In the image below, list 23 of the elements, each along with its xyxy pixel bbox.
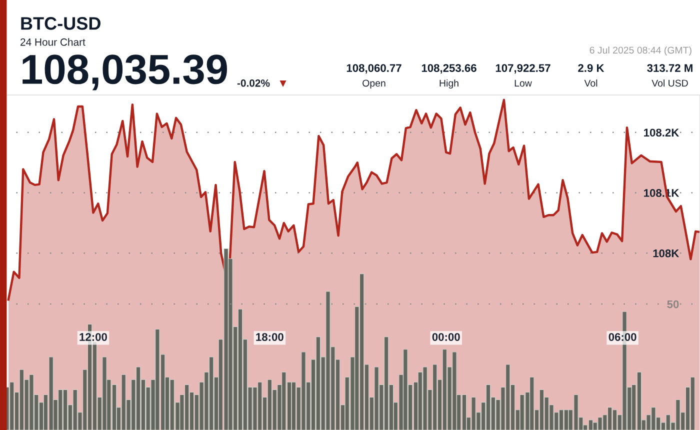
text: Vol USD xyxy=(652,79,688,87)
chart-title: BTC-USD xyxy=(21,17,100,30)
x-tick-label: 18:00 xyxy=(256,333,284,341)
text: 2.9 K xyxy=(578,64,604,72)
text: High xyxy=(440,79,458,89)
y-tick-label: 108.2K xyxy=(644,128,680,137)
text: 108,035.39 xyxy=(22,54,227,90)
text: Open xyxy=(362,80,386,89)
chart-subtitle: 24 Hour Chart xyxy=(20,38,86,46)
text: 108,060.77 xyxy=(346,64,402,74)
text: Vol xyxy=(584,79,598,87)
text: 313.72 M xyxy=(647,64,692,72)
text: -0.02% xyxy=(237,79,270,87)
y-tick-label: 50 xyxy=(667,300,679,308)
text: 108,253.66 xyxy=(422,64,476,74)
x-tick-label: 12:00 xyxy=(80,333,107,341)
text: Low xyxy=(514,80,532,87)
x-tick-label: 06:00 xyxy=(608,333,636,341)
text: 107,922.57 xyxy=(496,64,550,74)
text: ▼ xyxy=(280,80,286,88)
y-tick-label: 108K xyxy=(653,249,680,258)
text: 6 Jul 2025 08:44 (GMT) xyxy=(590,46,692,56)
x-tick-label: 00:00 xyxy=(432,333,460,341)
